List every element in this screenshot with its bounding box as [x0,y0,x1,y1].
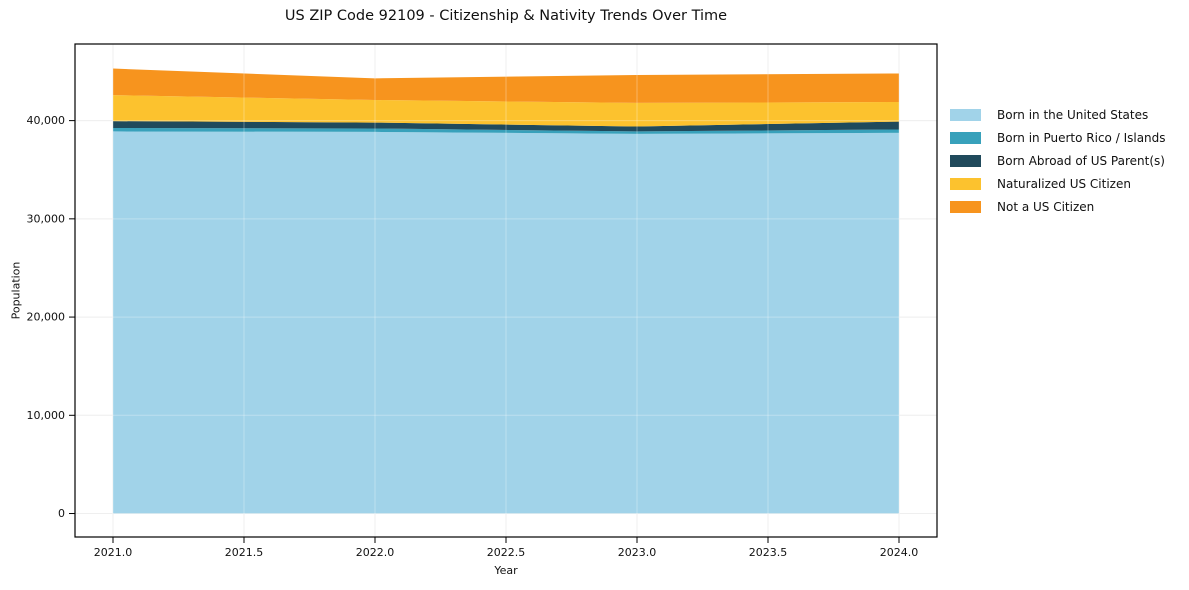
legend-swatch [950,108,981,121]
x-tick-label: 2023.0 [618,546,657,559]
legend-item: Born Abroad of US Parent(s) [950,149,1166,172]
legend-label: Naturalized US Citizen [997,176,1131,191]
x-tick-label: 2021.0 [94,546,133,559]
area-series-4 [112,68,900,103]
legend: Born in the United States Born in Puerto … [950,103,1166,218]
y-tick-label: 20,000 [27,311,66,324]
legend-label: Born in Puerto Rico / Islands [997,130,1166,145]
x-tick-label: 2022.5 [487,546,526,559]
legend-label: Not a US Citizen [997,199,1095,214]
area-series-1 [112,127,900,134]
legend-label: Born in the United States [997,107,1149,122]
x-axis-label: Year [494,564,518,577]
chart-title: US ZIP Code 92109 - Citizenship & Nativi… [284,8,728,24]
x-tick-label: 2024.0 [880,546,919,559]
y-tick-label: 0 [58,507,65,520]
legend-item: Born in Puerto Rico / Islands [950,126,1166,149]
area-series-0 [112,131,900,514]
legend-swatch [950,131,981,144]
x-tick-label: 2021.5 [225,546,264,559]
legend-label: Born Abroad of US Parent(s) [997,153,1165,168]
legend-item: Not a US Citizen [950,195,1166,218]
legend-item: Naturalized US Citizen [950,172,1166,195]
legend-swatch [950,200,981,213]
legend-item: Born in the United States [950,103,1166,126]
legend-swatch [950,154,981,167]
y-tick-label: 10,000 [27,409,66,422]
x-tick-label: 2023.5 [749,546,788,559]
y-tick-label: 40,000 [27,114,66,127]
y-tick-label: 30,000 [27,212,66,225]
area-series-3 [112,95,900,127]
area-series-2 [112,121,900,132]
legend-swatch [950,177,981,190]
x-tick-label: 2022.0 [356,546,395,559]
